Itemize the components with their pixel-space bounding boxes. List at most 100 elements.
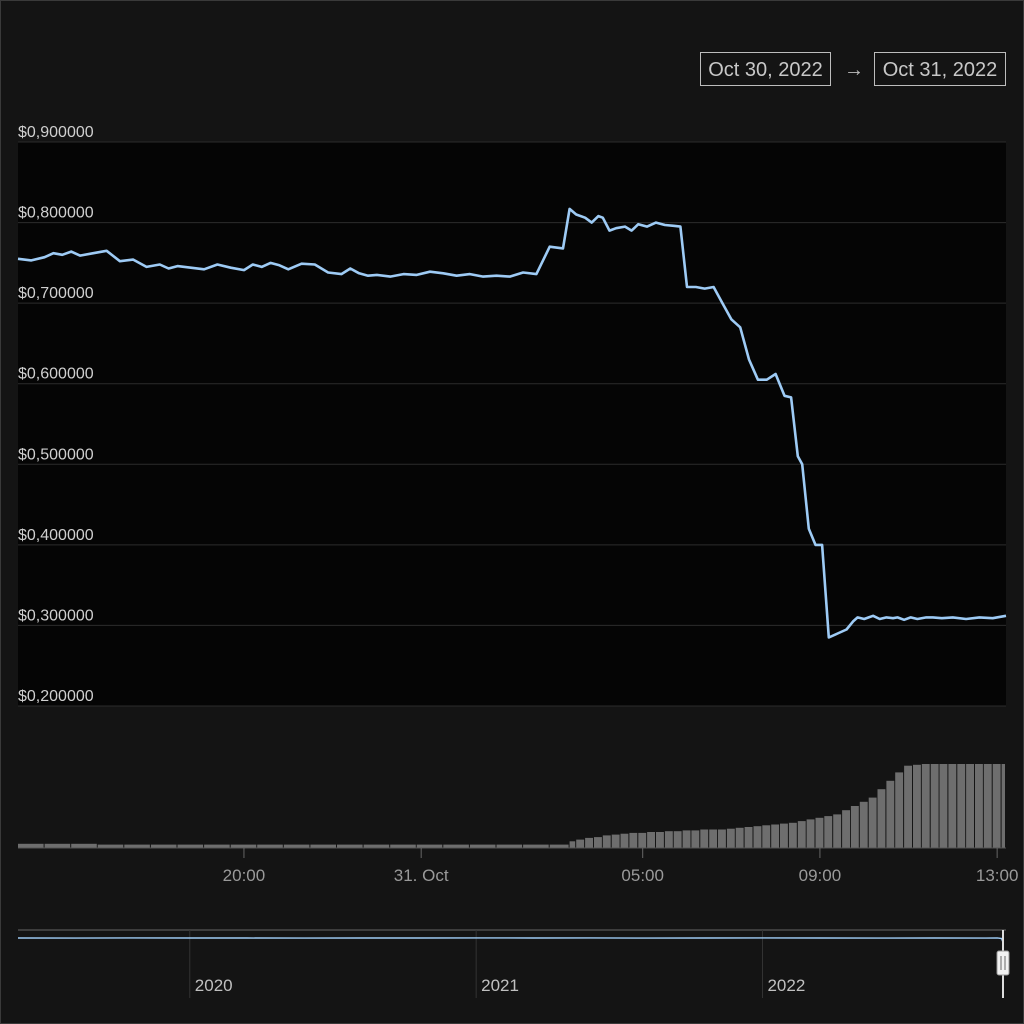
grid-lines — [18, 141, 1006, 707]
volume-bar — [726, 828, 735, 848]
volume-bar — [629, 832, 638, 848]
navigator-handle[interactable] — [996, 950, 1010, 976]
volume-bar — [124, 844, 150, 848]
volume-bar — [496, 844, 523, 848]
volume-bar — [992, 764, 1001, 848]
volume-bar — [895, 772, 904, 848]
y-tick-label: $0,600000 — [18, 366, 94, 383]
volume-bar — [921, 764, 930, 848]
y-tick-label: $0,900000 — [18, 124, 94, 141]
volume-bar — [913, 764, 921, 848]
volume-bar — [904, 765, 912, 848]
y-tick-label: $0,700000 — [18, 285, 94, 302]
volume-bar — [735, 827, 744, 848]
volume-bar — [859, 801, 868, 848]
volume-bar — [957, 764, 966, 848]
volume-bar — [257, 844, 283, 848]
navigator-tick-label: 2020 — [195, 976, 233, 995]
y-tick-label: $0,400000 — [18, 527, 94, 544]
volume-bar — [824, 816, 833, 848]
x-tick-label: 05:00 — [621, 866, 664, 885]
range-selector: Oct 30, 2022 → Oct 31, 2022 — [700, 52, 1006, 90]
volume-bar — [71, 843, 97, 848]
volume-bar — [363, 844, 390, 848]
volume-bar — [788, 822, 797, 848]
volume-bar — [664, 831, 673, 848]
volume-bar — [700, 829, 709, 848]
volume-bar — [611, 834, 620, 848]
volume-bar — [443, 844, 469, 848]
volume-bar — [886, 780, 895, 848]
volume-bar — [390, 844, 416, 848]
volume-bar — [602, 835, 611, 848]
volume-bar — [815, 817, 824, 848]
volume-bar — [877, 789, 886, 848]
volume-bar — [850, 806, 859, 848]
x-tick-label: 09:00 — [799, 866, 842, 885]
volume-bar — [337, 844, 363, 848]
y-tick-label: $0,800000 — [18, 205, 94, 222]
volume-bar — [983, 764, 992, 848]
volume-bar — [18, 843, 44, 848]
volume-bar — [620, 833, 629, 848]
range-from-input[interactable]: Oct 30, 2022 — [700, 52, 831, 86]
x-axis: 20:00 31. Oct 05:00 09:00 13:00 — [223, 848, 1019, 885]
volume-bar — [585, 837, 593, 848]
navigator-tick-label: 2022 — [767, 976, 805, 995]
volume-bar — [44, 843, 71, 848]
navigator: 2020 2021 2022 — [17, 929, 1010, 998]
volume-bar — [691, 830, 700, 848]
volume-bar — [771, 824, 780, 848]
x-tick-label: 31. Oct — [394, 866, 449, 885]
volume-bar — [930, 764, 939, 848]
volume-bar — [762, 825, 771, 848]
x-tick-label: 13:00 — [976, 866, 1019, 885]
volume-bar — [948, 764, 957, 848]
range-to-input[interactable]: Oct 31, 2022 — [874, 52, 1006, 86]
volume-bar — [673, 831, 682, 848]
volume-bar — [150, 844, 177, 848]
volume-bar — [682, 830, 691, 848]
volume-bar — [842, 810, 850, 848]
volume-bar — [647, 832, 655, 848]
volume-bar — [638, 832, 647, 848]
volume-bar — [549, 844, 569, 848]
volume-bar — [469, 844, 496, 848]
volume-bar — [283, 844, 310, 848]
y-tick-label: $0,500000 — [18, 446, 94, 463]
y-axis: $0,900000 $0,800000 $0,700000 $0,600000 $0,5… — [18, 124, 94, 705]
x-tick-label: 20:00 — [223, 866, 266, 885]
volume-bar — [656, 832, 664, 848]
volume-bar — [753, 826, 762, 848]
volume-bar — [709, 829, 718, 848]
volume-bar — [97, 844, 124, 848]
navigator-background — [18, 930, 1006, 998]
volume-bars — [18, 764, 1005, 848]
volume-bar — [204, 844, 230, 848]
volume-bar — [177, 844, 204, 848]
volume-bar — [230, 844, 257, 848]
volume-bar — [780, 823, 788, 848]
y-tick-label: $0,300000 — [18, 607, 94, 624]
volume-bar — [576, 839, 585, 848]
price-line[interactable] — [17, 207, 1007, 639]
volume-bar — [868, 797, 877, 848]
volume-bar — [744, 827, 753, 848]
volume-bar — [939, 764, 948, 848]
volume-bar — [806, 819, 815, 848]
volume-bar — [797, 821, 806, 848]
volume-bar — [833, 814, 842, 848]
range-arrow: → — [844, 59, 864, 81]
volume-bar — [310, 844, 336, 848]
volume-bar — [569, 841, 576, 848]
volume-bar — [416, 844, 443, 848]
y-tick-label: $0,200000 — [18, 688, 94, 705]
navigator-tick-label: 2021 — [481, 976, 519, 995]
volume-bar — [975, 764, 983, 848]
volume-bar — [718, 829, 726, 848]
volume-bar — [966, 764, 974, 848]
plot-background — [18, 142, 1006, 706]
volume-bar — [594, 837, 602, 848]
volume-bar — [523, 844, 549, 848]
